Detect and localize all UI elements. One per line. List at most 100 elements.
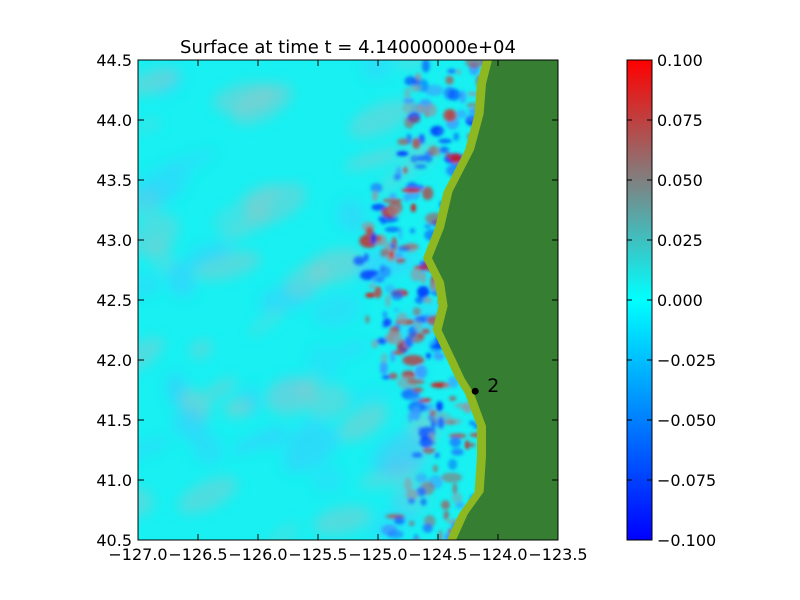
x-tick-label: −125.0 [348, 545, 407, 564]
coast-ripple [451, 448, 464, 456]
coast-ripple [468, 442, 476, 448]
coast-ripple [428, 145, 439, 156]
coast-ripple [397, 138, 409, 146]
coast-ripple [353, 256, 365, 266]
coast-ripple [398, 226, 403, 241]
coast-ripple [422, 447, 436, 454]
coast-ripple [438, 138, 452, 144]
coast-ripples [353, 60, 495, 540]
coast-ripple [447, 376, 459, 388]
coast-ripple [449, 436, 462, 448]
ocean-ripple [138, 274, 160, 297]
coast-ripple [415, 473, 428, 484]
coast-ripple [393, 516, 405, 525]
ocean-ripple [337, 199, 367, 233]
coast-ripple [388, 205, 402, 218]
coast-ripple [412, 387, 424, 393]
coast-ripple [379, 361, 388, 375]
coast-ripple [374, 286, 382, 299]
coast-ripple [382, 311, 388, 319]
coast-ripple [393, 307, 400, 312]
coast-ripple [376, 337, 388, 345]
coast-ripple [365, 270, 379, 277]
coast-ripple [453, 132, 460, 141]
coast-ripple [421, 328, 430, 334]
coast-ripple [430, 280, 435, 290]
ocean-ripple [313, 505, 372, 535]
coast-ripple [365, 292, 376, 298]
coast-ripple [400, 244, 420, 249]
y-tick-label: 41.0 [96, 471, 132, 490]
colorbar-tick-label: 0.000 [657, 291, 703, 310]
coast-ripple [424, 103, 437, 117]
coast-ripple [404, 336, 414, 348]
coast-ripple [371, 203, 386, 211]
ocean-ripple [189, 339, 213, 359]
coast-ripple [446, 152, 451, 160]
coast-ripple [406, 489, 419, 501]
y-tick-label: 42.0 [96, 351, 132, 370]
ocean-ripple [286, 415, 325, 445]
coast-ripple [421, 186, 434, 201]
ocean-ripple [173, 405, 207, 440]
coast-ripple [365, 226, 374, 237]
ocean-ripple [245, 182, 307, 225]
coast-ripple [378, 266, 391, 278]
coast-ripple [375, 276, 385, 283]
coast-ripple [365, 315, 370, 324]
coast-ripple [412, 138, 421, 149]
coast-ripple [415, 365, 428, 379]
coast-ripple [443, 108, 457, 122]
x-tick-label: −123.5 [528, 545, 587, 564]
coast-ripple [422, 296, 433, 304]
coast-ripple [411, 406, 421, 421]
coast-ripple [422, 523, 433, 533]
ocean-ripple [191, 430, 223, 465]
ocean-ripple [362, 60, 392, 81]
coast-ripple [403, 98, 415, 104]
colorbar-tick-label: −0.050 [657, 411, 716, 430]
coast-ripple [441, 472, 462, 483]
coast-ripple [410, 84, 422, 92]
coast-ripple [449, 396, 457, 401]
x-axis: −127.0 −126.5 −126.0 −125.5 −125.0 −124.5 −124… [108, 60, 588, 564]
ocean-ripple [284, 262, 330, 299]
coast-ripple [414, 319, 422, 332]
plot-area [138, 60, 558, 540]
ocean-ripple [394, 60, 435, 68]
coast-ripple [404, 76, 418, 86]
ocean-ripple [231, 425, 289, 455]
coast-ripple [372, 190, 378, 202]
x-tick-label: −124.5 [408, 545, 467, 564]
y-tick-label: 40.5 [96, 531, 132, 550]
ocean-ripple [178, 476, 238, 514]
coast-ripple [364, 253, 369, 262]
x-tick-label: −127.0 [108, 545, 167, 564]
coast-ripple [443, 510, 449, 521]
coast-ripple [420, 498, 427, 506]
coast-ripple [387, 530, 404, 539]
coast-ripple [385, 294, 391, 308]
coast-ripple [425, 352, 432, 359]
coast-ripple [421, 60, 430, 73]
coast-ripple [371, 339, 379, 349]
gauges: 2 [471, 375, 499, 397]
ocean-ripple [282, 426, 340, 473]
colorbar-tick-label: 0.075 [657, 111, 703, 130]
coast-ripple [434, 452, 440, 459]
coast-ripple [416, 487, 427, 497]
colorbar: −0.100 −0.075 −0.050 −0.025 0.000 0.025 0.050 0… [626, 51, 716, 550]
coast-ripple [416, 155, 429, 162]
y-tick-label: 43.5 [96, 171, 132, 190]
coast-ripple [406, 378, 425, 385]
coast-ripple [385, 331, 403, 345]
coast-ripple [438, 129, 444, 135]
coast-ripple [384, 284, 396, 294]
x-tick-label: −126.0 [228, 545, 287, 564]
coast-ripple [375, 235, 382, 242]
coast-ripple [396, 312, 408, 325]
coast-ripple [418, 133, 425, 145]
coast-ripple [381, 375, 391, 380]
colorbar-tick-label: 0.100 [657, 51, 703, 70]
coast-ripple [382, 318, 392, 327]
